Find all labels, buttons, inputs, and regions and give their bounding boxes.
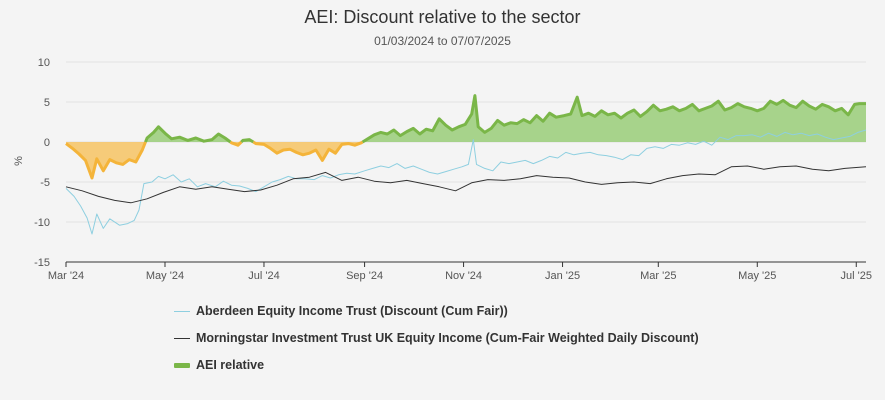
relative-line-positive — [240, 138, 255, 144]
relative-area-positive — [145, 126, 231, 142]
x-tick-label: Nov '24 — [445, 270, 482, 282]
legend-item-aei-relative[interactable]: AEI relative — [174, 354, 699, 376]
legend: Aberdeen Equity Income Trust (Discount (… — [174, 300, 699, 381]
x-tick-label: Mar '25 — [640, 270, 676, 282]
legend-swatch-morningstar — [174, 337, 190, 339]
legend-label-aberdeen: Aberdeen Equity Income Trust (Discount (… — [196, 304, 508, 318]
legend-item-aberdeen[interactable]: Aberdeen Equity Income Trust (Discount (… — [174, 300, 699, 322]
y-tick-label: -10 — [34, 217, 50, 229]
x-tick-label: May '25 — [738, 270, 776, 282]
y-tick-label: 5 — [44, 97, 50, 109]
legend-swatch-aei-relative — [174, 362, 190, 368]
y-axis-label: % — [13, 156, 25, 166]
relative-line-positive — [361, 94, 866, 144]
y-tick-label: 10 — [38, 57, 50, 69]
relative-area-negative — [253, 142, 363, 161]
relative-line-negative — [65, 141, 147, 180]
relative-line-negative — [252, 140, 364, 162]
relative-area-negative — [66, 142, 146, 178]
legend-label-aei-relative: AEI relative — [196, 358, 265, 372]
y-tick-label: -5 — [40, 177, 50, 189]
x-tick-label: Jul '25 — [841, 270, 872, 282]
x-tick-label: Jul '24 — [248, 270, 279, 282]
series-line-morningstar — [65, 165, 867, 204]
relative-line-negative — [229, 140, 243, 147]
series-lines — [65, 94, 867, 235]
x-tick-label: Sep '24 — [346, 270, 383, 282]
chart-subtitle: 01/03/2024 to 07/07/2025 — [374, 34, 511, 48]
y-tick-label: 0 — [44, 137, 50, 149]
legend-label-morningstar: Morningstar Investment Trust UK Equity I… — [196, 331, 699, 345]
chart-title: AEI: Discount relative to the sector — [304, 7, 581, 27]
x-tick-label: Jan '25 — [545, 270, 580, 282]
series-line-aberdeen — [65, 129, 867, 235]
relative-line-positive — [144, 125, 232, 144]
x-tick-label: May '24 — [146, 270, 184, 282]
y-tick-label: -15 — [34, 257, 50, 269]
x-tick-label: Mar '24 — [48, 270, 84, 282]
legend-swatch-aberdeen — [174, 310, 190, 312]
legend-item-morningstar[interactable]: Morningstar Investment Trust UK Equity I… — [174, 327, 699, 349]
